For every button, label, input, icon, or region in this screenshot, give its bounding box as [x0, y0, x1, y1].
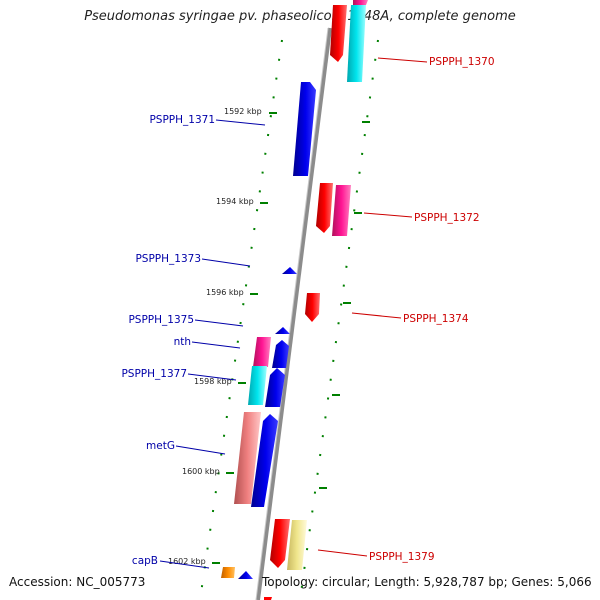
gene-label[interactable]: PSPPH_1374: [403, 313, 469, 325]
gene-label[interactable]: PSPPH_1371: [149, 114, 215, 126]
gene-label[interactable]: PSPPH_1372: [414, 212, 480, 224]
scale-ticks: [212, 112, 370, 564]
gene-PSPPH_1377-cyan[interactable]: [248, 366, 267, 405]
gene-label[interactable]: PSPPH_1373: [135, 253, 201, 265]
gene-metG-blue[interactable]: [251, 414, 278, 507]
gene-PSPPH_1372-magenta[interactable]: [332, 185, 351, 236]
scale-label: 1594 kbp: [216, 197, 254, 206]
scale-label: 1598 kbp: [194, 377, 232, 386]
gene-label[interactable]: nth: [174, 336, 191, 348]
topology-text: Topology: circular; Length: 5,928,787 bp…: [262, 575, 592, 589]
genome-title: Pseudomonas syringae pv. phaseolicola 14…: [84, 9, 516, 24]
gene-labels-right: PSPPH_1370 PSPPH_1372 PSPPH_1374 PSPPH_1…: [369, 56, 495, 563]
gene-PSPPH_1371[interactable]: [293, 82, 316, 176]
gene-label[interactable]: capB: [132, 555, 158, 567]
reverse-genes: [221, 82, 316, 579]
gene-label[interactable]: PSPPH_1377: [121, 368, 187, 380]
gene-magenta-top[interactable]: [353, 0, 368, 5]
gene-bottom-red: [264, 597, 272, 600]
gene-label[interactable]: metG: [146, 440, 175, 452]
gene-PSPPH_1370-cyan[interactable]: [347, 5, 366, 82]
scale-label: 1592 kbp: [224, 107, 262, 116]
gene-PSPPH_1377-blue[interactable]: [265, 368, 285, 407]
label-leaders-left: [159, 119, 266, 569]
gene-label[interactable]: PSPPH_1370: [429, 56, 495, 68]
scale-label: 1602 kbp: [168, 557, 206, 566]
gene-labels-left: PSPPH_1371 PSPPH_1373 PSPPH_1375 nth PSP…: [121, 114, 215, 567]
gene-capB-blue[interactable]: [238, 571, 253, 579]
gene-PSPPH_1379-red[interactable]: [270, 519, 290, 568]
gene-PSPPH_1372-red[interactable]: [316, 183, 333, 233]
label-leaders-right: [317, 57, 428, 557]
scale-label: 1600 kbp: [182, 467, 220, 476]
gene-PSPPH_1370-red[interactable]: [330, 5, 347, 62]
gene-metG-pink[interactable]: [234, 412, 261, 504]
gene-capB-orange[interactable]: [221, 567, 235, 578]
gene-nth-blue[interactable]: [272, 340, 289, 368]
gene-PSPPH_1374[interactable]: [305, 293, 320, 322]
gene-PSPPH_1375[interactable]: [275, 327, 290, 334]
gene-PSPPH_1379-yellow[interactable]: [287, 520, 307, 570]
scale-label: 1596 kbp: [206, 288, 244, 297]
scale-labels: 1592 kbp 1594 kbp 1596 kbp 1598 kbp 1600…: [168, 107, 262, 566]
accession-text: Accession: NC_005773: [9, 575, 146, 589]
gene-label[interactable]: PSPPH_1379: [369, 551, 435, 563]
gene-nth-magenta[interactable]: [253, 337, 271, 367]
genome-backbone: [256, 27, 332, 600]
forward-genes: [264, 0, 368, 600]
gene-label[interactable]: PSPPH_1375: [128, 314, 194, 326]
gene-PSPPH_1373[interactable]: [282, 267, 297, 274]
